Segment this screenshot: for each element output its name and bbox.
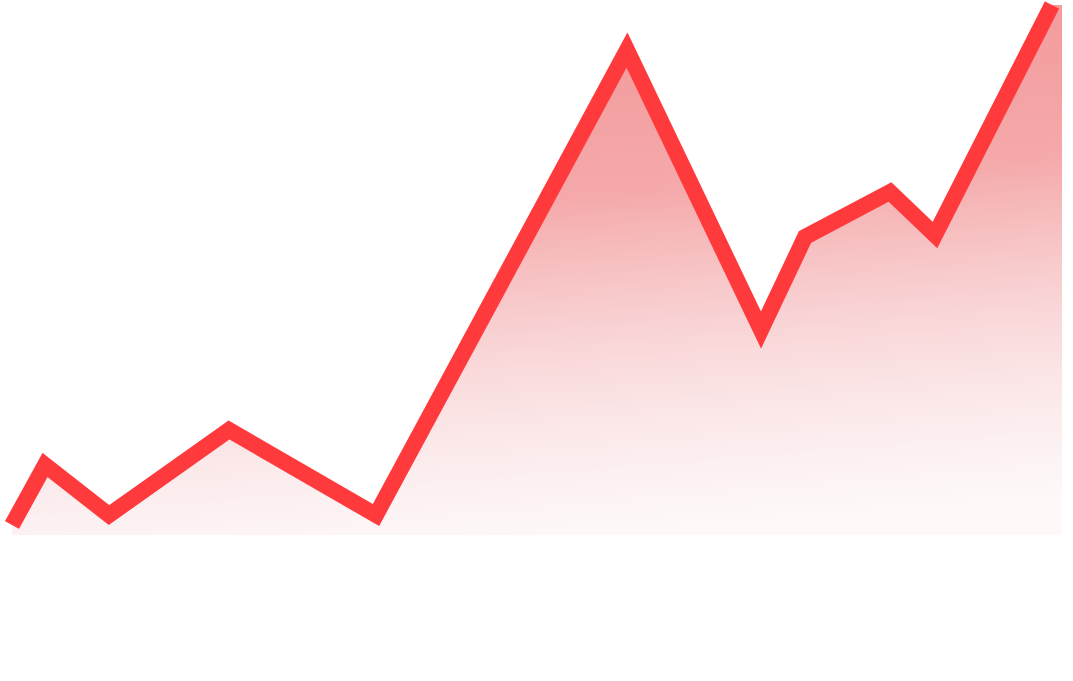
- area-fill: [12, 5, 1062, 535]
- line: [4, 1, 1060, 529]
